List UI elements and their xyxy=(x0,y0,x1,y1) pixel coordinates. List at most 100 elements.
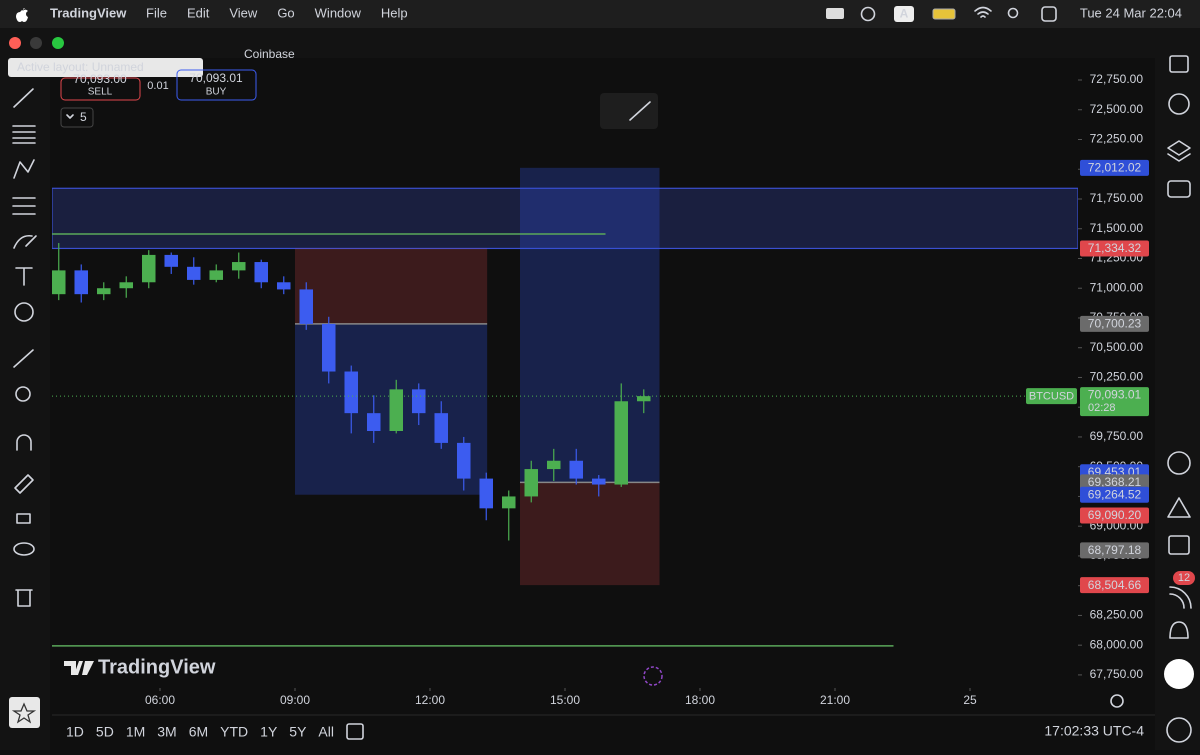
input-box[interactable] xyxy=(894,6,914,22)
buy-button[interactable] xyxy=(176,69,257,101)
target-icon[interactable] xyxy=(1167,451,1191,475)
help-icon[interactable] xyxy=(1166,717,1192,743)
candle-body xyxy=(524,469,538,497)
buy-price[interactable]: 70,093.01 xyxy=(189,71,243,85)
timeframe-button[interactable]: 5Y xyxy=(289,724,307,740)
menu-app[interactable]: TradingView xyxy=(50,5,127,20)
menu-item[interactable]: File xyxy=(146,5,167,20)
menu-item[interactable]: Go xyxy=(277,5,294,20)
timeframe-button[interactable]: 1Y xyxy=(260,724,278,740)
date-range-icon[interactable] xyxy=(346,723,364,740)
y-tick-label: 68,000.00 xyxy=(1090,637,1144,651)
pattern-tool[interactable] xyxy=(13,159,35,179)
floating-line-tool[interactable] xyxy=(629,101,651,121)
control-center-icon[interactable] xyxy=(1041,6,1057,22)
buy-label[interactable]: BUY xyxy=(206,87,227,98)
candle xyxy=(614,383,628,487)
trash-tool[interactable] xyxy=(15,589,33,607)
wifi-icon[interactable] xyxy=(974,6,992,18)
sell-button[interactable] xyxy=(60,77,141,101)
timeframe-button[interactable]: 6M xyxy=(189,724,208,740)
magnet-tool[interactable] xyxy=(16,434,32,451)
chat-icon[interactable] xyxy=(1167,180,1191,198)
sell-label[interactable]: SELL xyxy=(88,87,113,98)
text-tool[interactable] xyxy=(15,267,33,286)
chevron[interactable] xyxy=(66,114,74,119)
calendar-icon[interactable] xyxy=(1168,535,1190,555)
minimize-button[interactable] xyxy=(30,37,42,49)
notifications-icon[interactable] xyxy=(1169,621,1189,639)
feed-icon[interactable] xyxy=(1169,586,1192,609)
timeframe-button[interactable]: 1M xyxy=(126,724,145,740)
axis-layer: 67,750.0068,000.0068,250.0068,500.0068,7… xyxy=(145,72,1149,707)
brush-tool[interactable] xyxy=(13,234,37,249)
play-icon[interactable] xyxy=(860,6,876,22)
price-tag-label: 71,334.32 xyxy=(1088,241,1142,255)
zoom-tool[interactable] xyxy=(15,386,31,402)
y-tick-label: 70,250.00 xyxy=(1090,370,1144,384)
ruler-tool[interactable] xyxy=(13,349,34,368)
candle xyxy=(277,276,291,295)
ideas-icon[interactable] xyxy=(1167,497,1191,518)
zoom-button[interactable] xyxy=(52,37,64,49)
watermark: TradingView xyxy=(98,656,216,678)
badge xyxy=(1173,571,1195,585)
indicator-count[interactable]: 5 xyxy=(80,110,87,124)
lock-drawing-tool[interactable] xyxy=(14,474,34,494)
menu-item[interactable]: View xyxy=(229,5,258,20)
apple-logo[interactable] xyxy=(16,8,28,22)
menu-bar xyxy=(0,0,1200,28)
menu-item[interactable]: Edit xyxy=(187,5,210,20)
display-icon[interactable] xyxy=(826,8,844,19)
close-button[interactable] xyxy=(9,37,21,49)
candle-body xyxy=(164,254,178,267)
quantity[interactable]: 0.01 xyxy=(147,80,168,92)
menu-item[interactable]: Window xyxy=(315,5,362,20)
watchlist-icon[interactable] xyxy=(1169,55,1189,73)
menu-clock: Tue 24 Mar 22:04 xyxy=(1080,5,1182,20)
timeframe-button[interactable]: All xyxy=(318,724,334,740)
candle-body xyxy=(209,270,223,280)
search-icon[interactable] xyxy=(1007,7,1019,19)
apps-button[interactable] xyxy=(1164,659,1194,689)
timeframe-button[interactable]: 5D xyxy=(96,724,114,740)
timeframe-button[interactable]: 1D xyxy=(66,724,84,740)
visibility-tool[interactable] xyxy=(13,542,35,556)
x-tick-label: 15:00 xyxy=(550,693,580,707)
layers-icon[interactable] xyxy=(1167,140,1191,162)
price-tag-label: 68,797.18 xyxy=(1088,543,1142,557)
price-tag xyxy=(1080,542,1149,559)
fib-tool[interactable] xyxy=(12,125,36,144)
candle xyxy=(592,475,606,497)
price-tag-label: 68,504.66 xyxy=(1088,578,1142,592)
bottom-bar xyxy=(52,715,1155,750)
sell-price[interactable]: 70,093.00 xyxy=(73,72,127,86)
candle-body xyxy=(254,262,268,283)
candle-body xyxy=(299,289,313,324)
star-icon[interactable] xyxy=(11,702,37,724)
timeframe-button[interactable]: YTD xyxy=(220,724,248,740)
favorites-button[interactable] xyxy=(9,697,40,728)
input-indicator[interactable]: A xyxy=(900,7,909,21)
candle xyxy=(524,460,538,503)
candle-body xyxy=(457,442,471,479)
replay-icon[interactable] xyxy=(643,666,663,686)
candle xyxy=(232,252,246,279)
price-tag xyxy=(1080,507,1149,524)
forecast-tool[interactable] xyxy=(12,197,36,215)
lock-tool[interactable] xyxy=(16,513,31,524)
timeframe-button[interactable]: 3M xyxy=(157,724,176,740)
settings-icon[interactable] xyxy=(1110,694,1124,708)
alerts-icon[interactable] xyxy=(1168,93,1190,115)
candle-body xyxy=(322,323,336,372)
y-tick-label: 72,500.00 xyxy=(1090,102,1144,116)
stop-zone xyxy=(520,482,660,586)
notification-badge: 12 xyxy=(1178,572,1190,584)
trend-line-tool[interactable] xyxy=(13,88,34,108)
emoji-tool[interactable] xyxy=(14,302,34,322)
battery-icon[interactable] xyxy=(932,8,956,20)
indicators-toggle[interactable] xyxy=(60,107,94,128)
menu-item[interactable]: Help xyxy=(381,5,408,20)
candle-body xyxy=(344,371,358,414)
